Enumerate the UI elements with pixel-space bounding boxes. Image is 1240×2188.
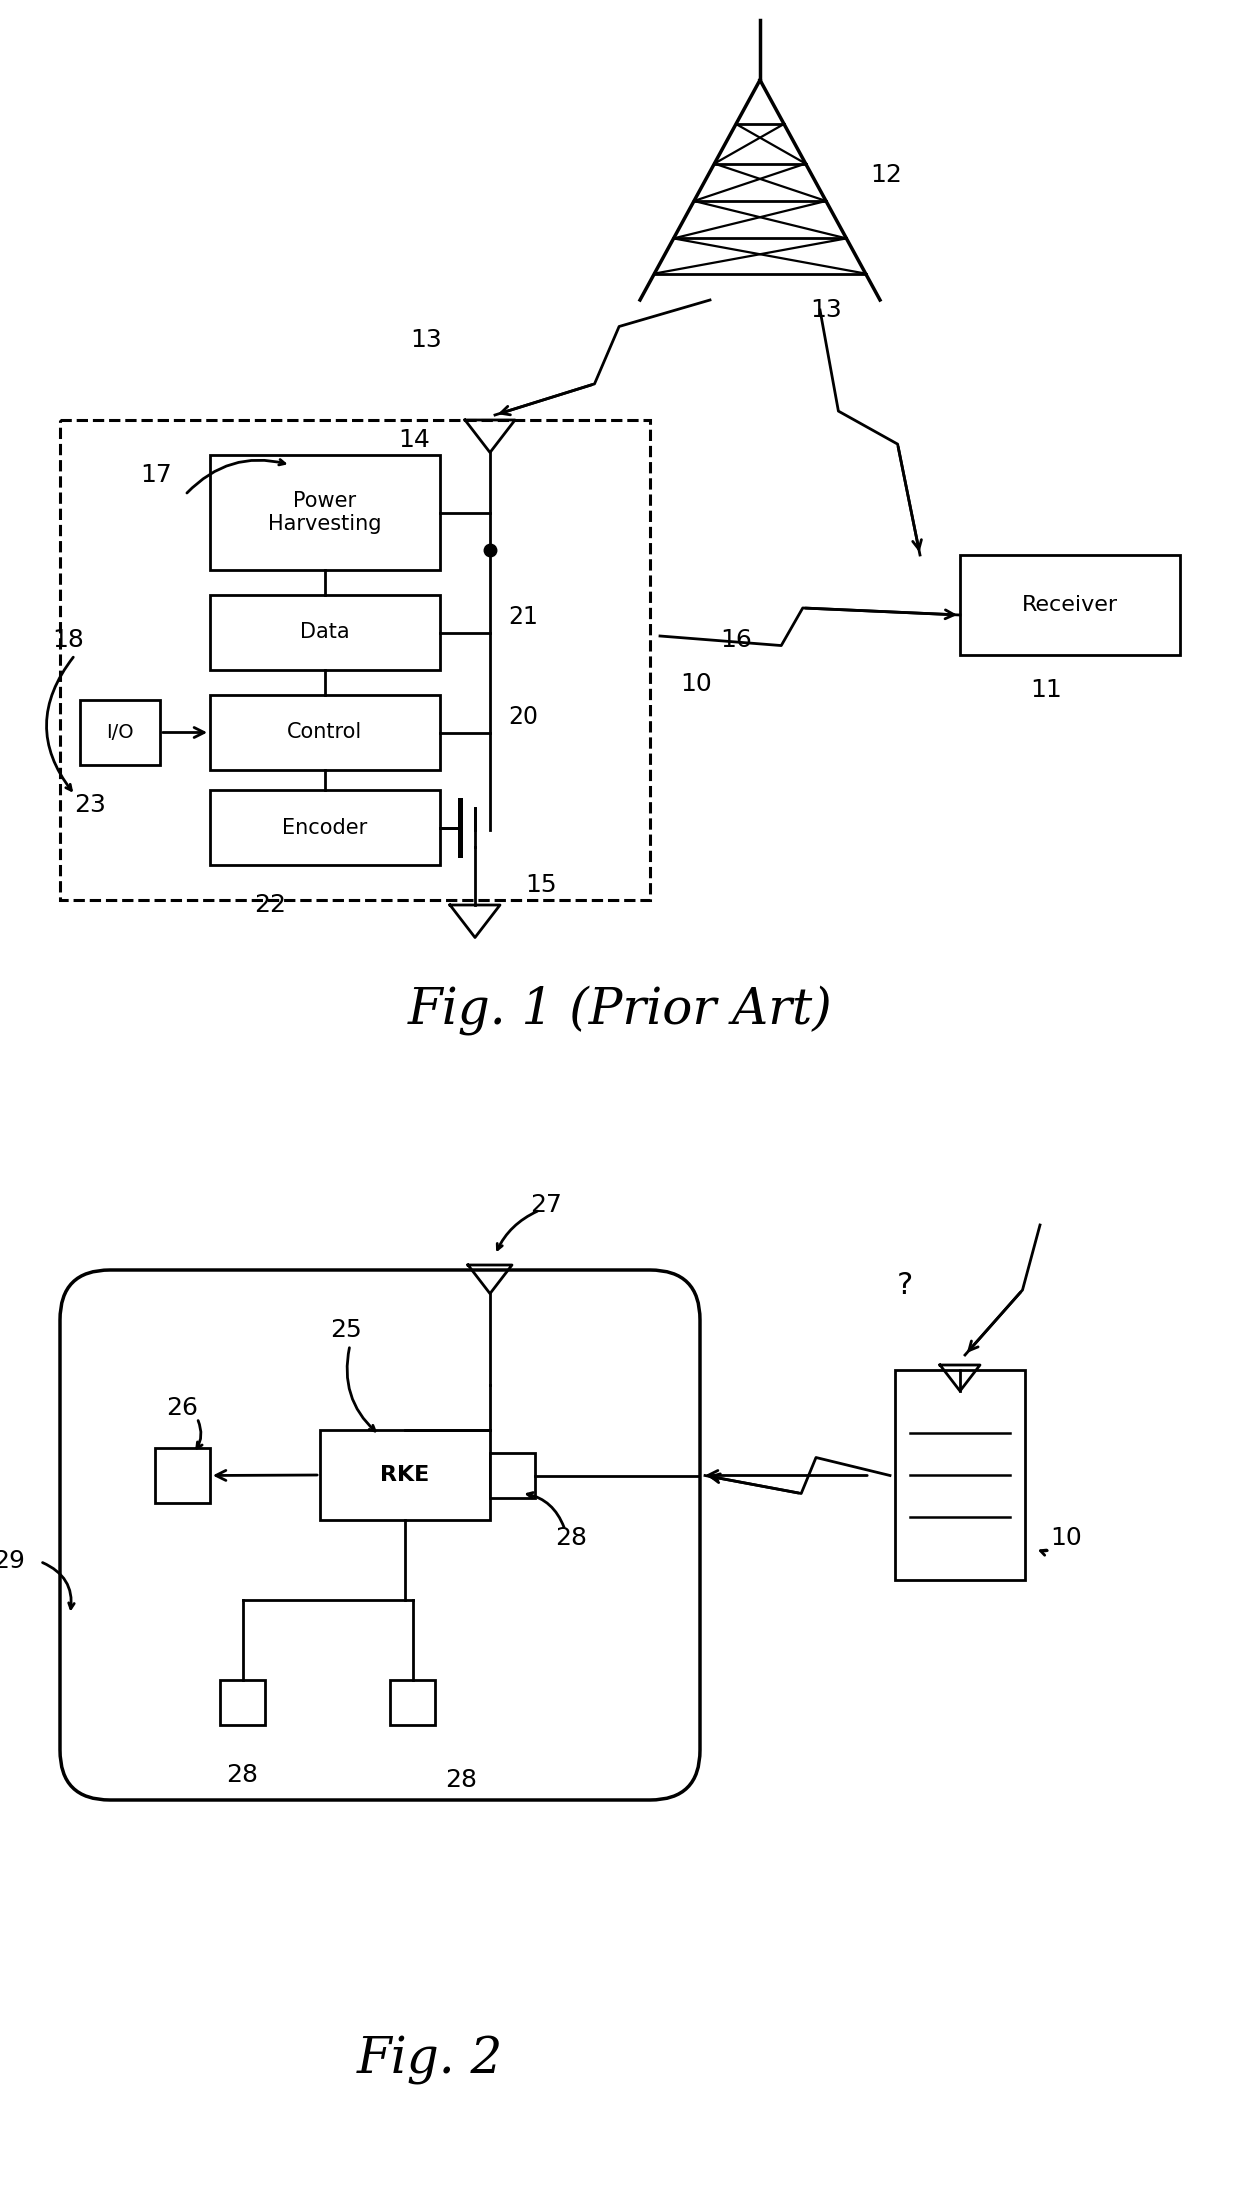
Bar: [210, 455, 440, 571]
Text: Power
Harvesting: Power Harvesting: [268, 490, 382, 534]
Bar: [895, 1370, 1025, 1580]
Text: RKE: RKE: [381, 1466, 429, 1486]
Text: 10: 10: [680, 672, 712, 696]
Text: Encoder: Encoder: [283, 818, 367, 838]
Text: 23: 23: [74, 792, 105, 816]
Text: 29: 29: [0, 1549, 25, 1573]
Text: 21: 21: [508, 606, 538, 630]
Bar: [210, 790, 440, 864]
Bar: [219, 1680, 265, 1724]
Bar: [391, 1680, 435, 1724]
Text: Data: Data: [300, 624, 350, 643]
Text: 15: 15: [525, 873, 557, 897]
Text: Receiver: Receiver: [1022, 595, 1118, 615]
Text: Fig. 2: Fig. 2: [357, 2035, 503, 2085]
Bar: [210, 696, 440, 770]
Text: 20: 20: [508, 705, 538, 729]
Text: 10: 10: [1050, 1525, 1081, 1549]
Bar: [60, 420, 650, 899]
Text: 25: 25: [330, 1317, 362, 1341]
Text: 28: 28: [556, 1525, 587, 1549]
Text: 11: 11: [1030, 678, 1061, 702]
Text: 17: 17: [140, 464, 172, 488]
Text: Control: Control: [288, 722, 362, 742]
Bar: [490, 1453, 534, 1499]
Bar: [155, 1448, 210, 1503]
Text: 13: 13: [410, 328, 441, 352]
Text: 26: 26: [166, 1396, 198, 1420]
Text: ?: ?: [897, 1271, 913, 1300]
Bar: [320, 1431, 490, 1521]
Text: 16: 16: [720, 628, 751, 652]
Text: Fig. 1 (Prior Art): Fig. 1 (Prior Art): [408, 985, 832, 1035]
Text: 18: 18: [52, 628, 84, 652]
Bar: [81, 700, 160, 766]
Text: 28: 28: [445, 1768, 477, 1792]
Text: 14: 14: [398, 429, 430, 453]
Text: 27: 27: [529, 1192, 562, 1217]
Text: 22: 22: [254, 893, 286, 917]
Text: 13: 13: [810, 298, 842, 322]
Text: 28: 28: [227, 1764, 258, 1788]
Text: I/O: I/O: [107, 722, 134, 742]
Bar: [960, 556, 1180, 654]
FancyBboxPatch shape: [60, 1269, 701, 1801]
Text: 12: 12: [870, 162, 901, 186]
Bar: [210, 595, 440, 670]
